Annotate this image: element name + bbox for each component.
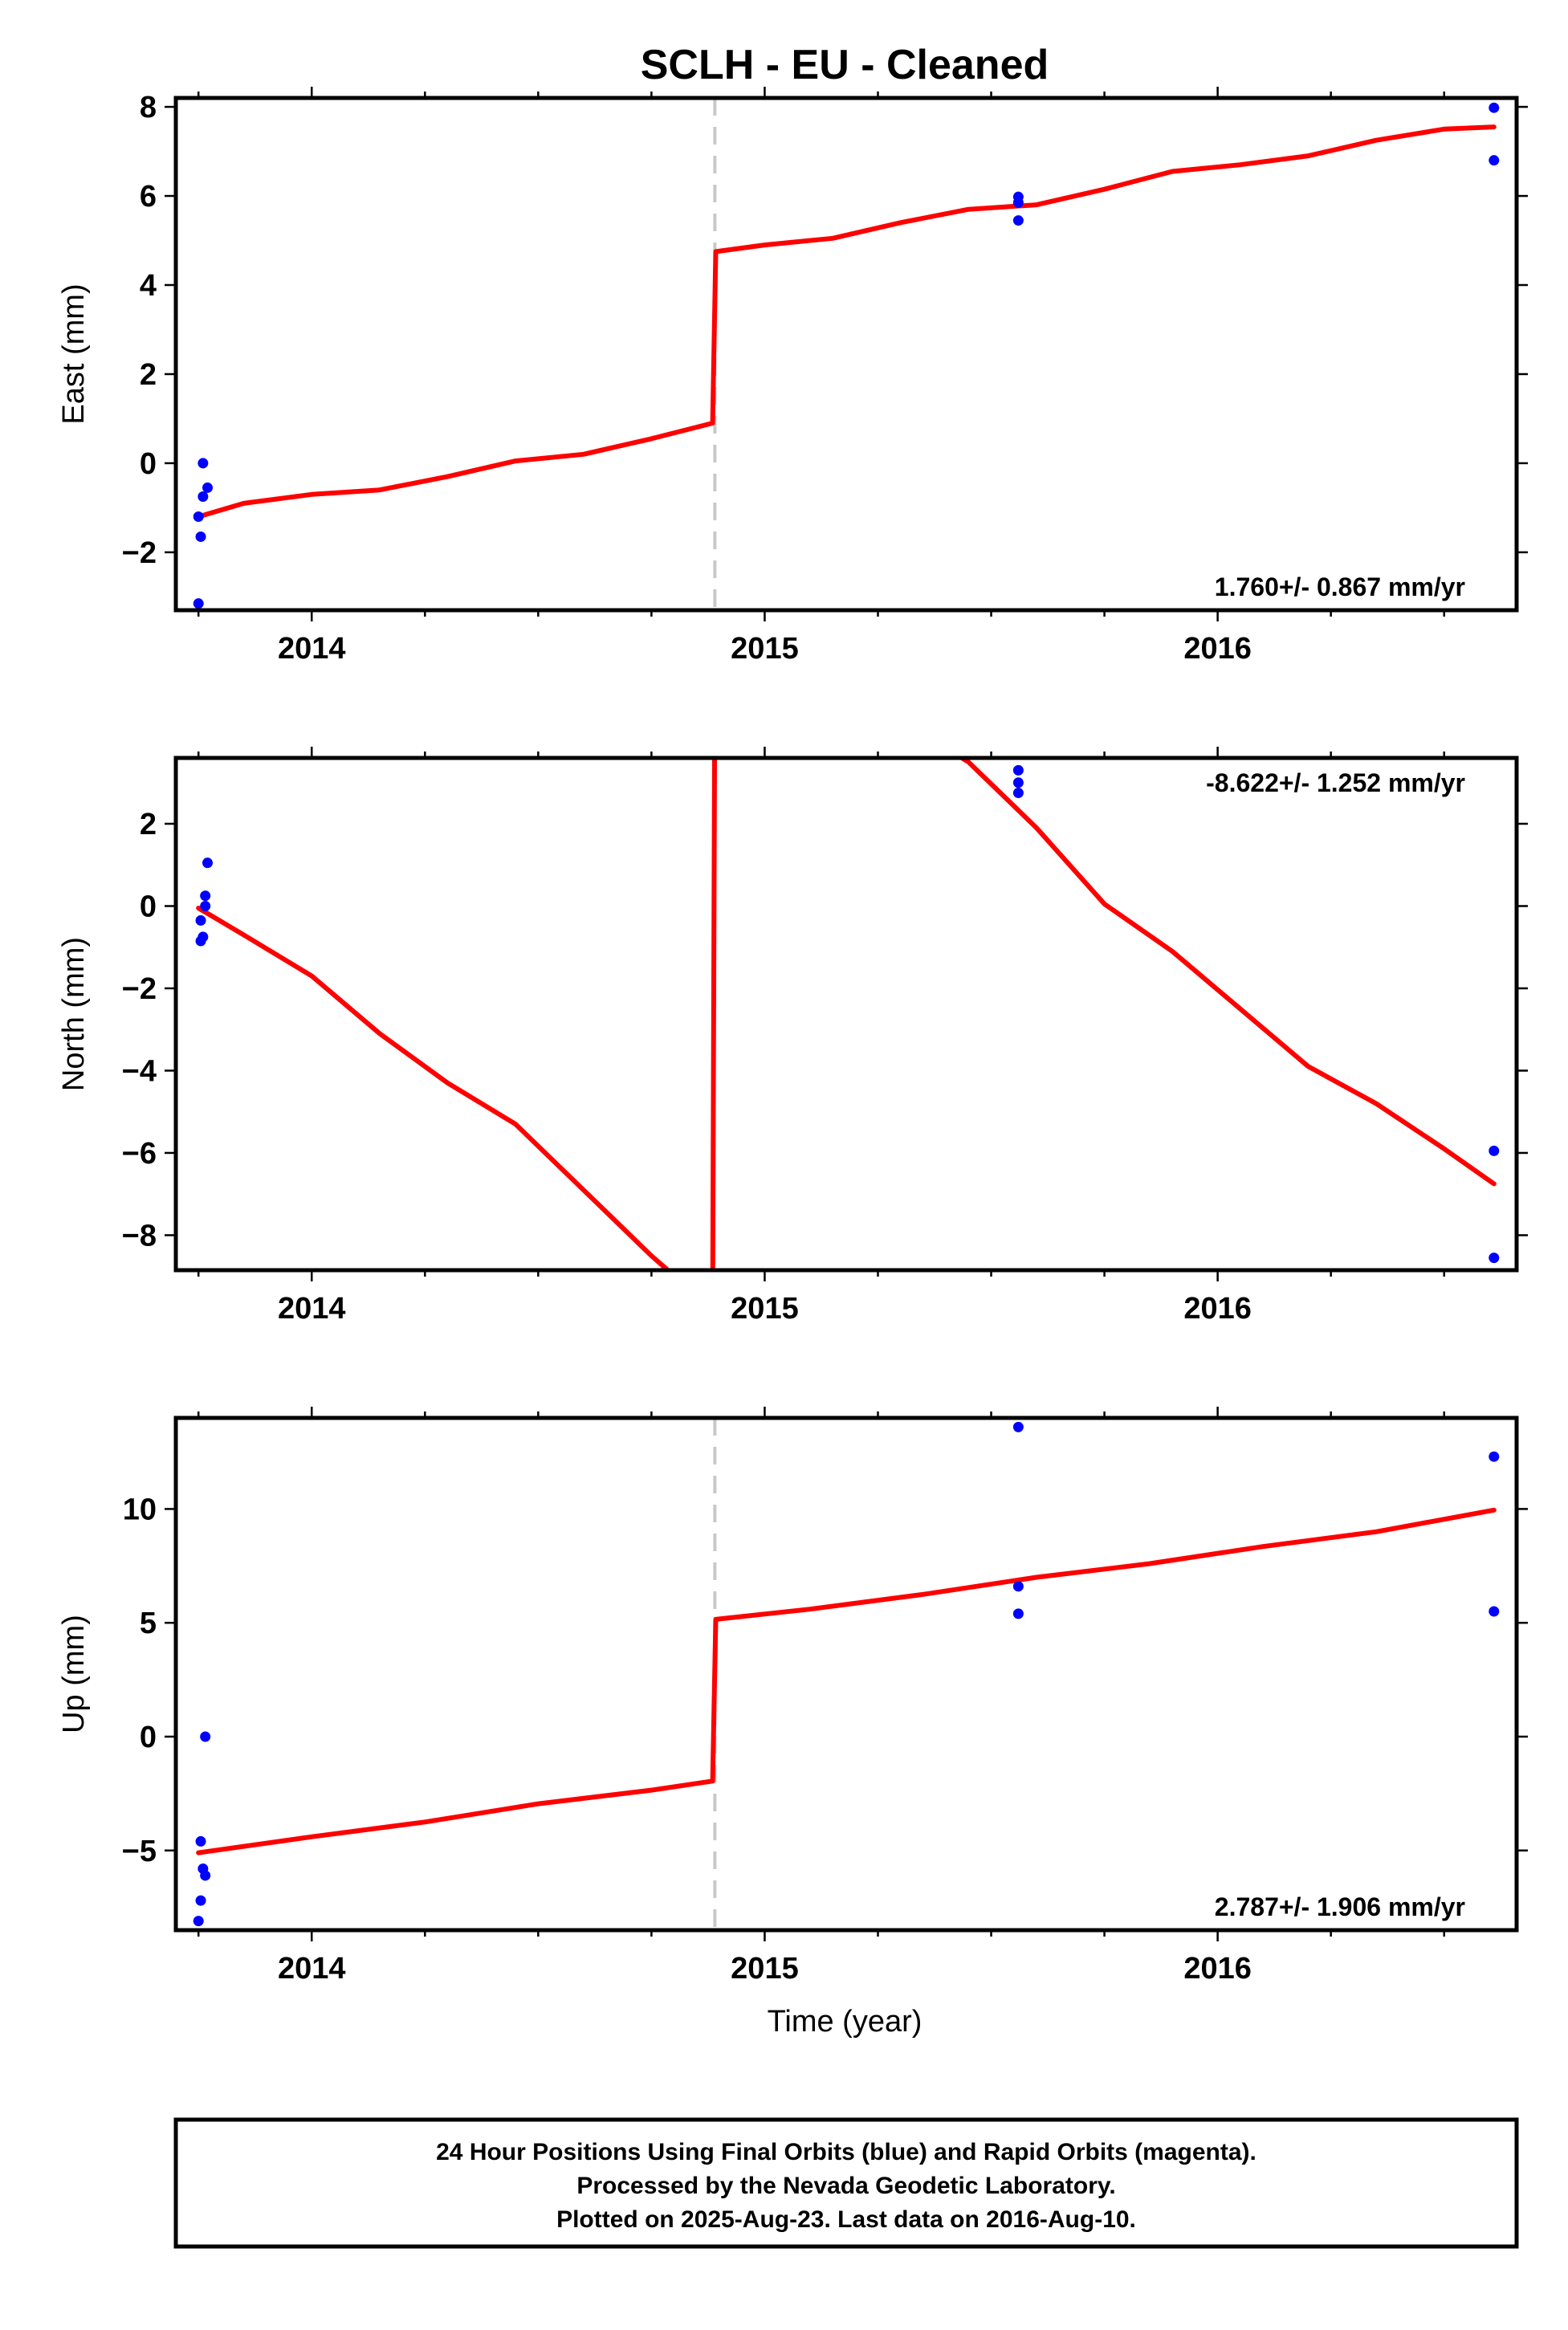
- data-point: [1489, 102, 1500, 113]
- data-point: [1489, 1451, 1500, 1462]
- y-tick-label: 2: [140, 808, 157, 841]
- y-axis-label: Up (mm): [57, 1615, 91, 1733]
- plot-area: [193, 98, 1500, 610]
- data-point: [200, 890, 211, 902]
- data-point: [1012, 1581, 1024, 1592]
- data-point: [1489, 1606, 1500, 1617]
- data-point: [195, 531, 206, 542]
- data-point: [200, 1731, 211, 1742]
- y-tick-label: −2: [122, 972, 157, 1006]
- y-tick-label: −8: [122, 1219, 157, 1253]
- data-point: [200, 1870, 211, 1881]
- y-tick-label: −2: [122, 536, 157, 570]
- y-tick-label: 5: [140, 1607, 157, 1640]
- x-tick-label: 2014: [278, 1952, 346, 1986]
- x-tick-label: 2016: [1183, 1292, 1252, 1326]
- panel-frame: [173, 96, 1519, 613]
- footer-line-1: 24 Hour Positions Using Final Orbits (bl…: [436, 2139, 1256, 2165]
- x-tick-label: 2015: [731, 1292, 799, 1326]
- panel-frame: [173, 756, 1519, 1273]
- y-tick-label: −4: [122, 1054, 157, 1088]
- footer-line-2: Processed by the Nevada Geodetic Laborat…: [576, 2173, 1115, 2199]
- velocity-label: 1.760+/- 0.867 mm/yr: [1215, 572, 1465, 601]
- data-point: [195, 1835, 206, 1847]
- data-point: [1012, 1608, 1024, 1619]
- data-point: [195, 935, 206, 947]
- data-point: [198, 458, 209, 469]
- x-axis-label: Time (year): [768, 2005, 922, 2039]
- y-tick-label: 4: [140, 269, 157, 303]
- plot-area: [195, 758, 1500, 1270]
- data-point: [200, 900, 211, 911]
- data-point: [1012, 215, 1024, 226]
- x-tick-label: 2016: [1183, 632, 1252, 666]
- data-point: [193, 598, 204, 609]
- data-point: [1012, 788, 1024, 799]
- data-point: [1489, 155, 1500, 166]
- y-tick-label: 0: [140, 890, 157, 923]
- model-line: [196, 124, 1497, 519]
- y-tick-label: 0: [140, 1721, 157, 1754]
- data-point: [195, 914, 206, 926]
- model-line: [196, 1507, 1497, 1855]
- footer-box: 24 Hour Positions Using Final Orbits (bl…: [173, 2117, 1519, 2249]
- y-tick-label: 8: [140, 91, 157, 124]
- data-point: [195, 1895, 206, 1906]
- y-tick-label: 2: [140, 358, 157, 392]
- data-point: [1012, 764, 1024, 776]
- x-tick-label: 2015: [731, 632, 799, 666]
- model-line: [196, 758, 1497, 1270]
- velocity-label: 2.787+/- 1.906 mm/yr: [1215, 1892, 1465, 1921]
- east-panel: 2014 2015 2016 −2 0 2 4 6 8 East (mm) 1.760+/- 0.8…: [57, 87, 1528, 666]
- data-point: [193, 511, 204, 522]
- y-tick-label: 0: [140, 447, 157, 481]
- y-tick-label: 10: [123, 1493, 157, 1526]
- y-axis-label: North (mm): [57, 937, 91, 1091]
- data-point: [198, 491, 209, 503]
- figure-title: SCLH - EU - Cleaned: [641, 42, 1049, 88]
- data-point: [1489, 1253, 1500, 1264]
- x-tick-label: 2014: [278, 632, 346, 666]
- data-point: [1012, 197, 1024, 208]
- panel-frame: [173, 1416, 1519, 1933]
- velocity-label: -8.622+/- 1.252 mm/yr: [1206, 768, 1465, 797]
- data-point: [1012, 777, 1024, 788]
- y-tick-label: −6: [122, 1137, 157, 1171]
- x-tick-label: 2016: [1183, 1952, 1252, 1986]
- y-axis-label: East (mm): [57, 283, 91, 424]
- plot-area: [193, 1418, 1500, 1930]
- y-tick-label: 6: [140, 180, 157, 214]
- up-panel: 2014 2015 2016 −5 0 5 10 Up (mm) 2.787+/- 1.906 …: [57, 1407, 1528, 1986]
- y-tick-label: −5: [122, 1835, 157, 1868]
- x-tick-label: 2015: [731, 1952, 799, 1986]
- data-point: [1012, 1421, 1024, 1432]
- north-panel: 2014 2015 2016 −8 −6 −4 −2 0 2 North (mm) -8.622+/…: [57, 747, 1528, 1326]
- data-point: [202, 482, 213, 493]
- data-point: [193, 1916, 204, 1927]
- footer-line-3: Plotted on 2025-Aug-23. Last data on 201…: [556, 2206, 1136, 2233]
- data-point: [1489, 1145, 1500, 1156]
- x-tick-label: 2014: [278, 1292, 346, 1326]
- data-point: [202, 857, 213, 869]
